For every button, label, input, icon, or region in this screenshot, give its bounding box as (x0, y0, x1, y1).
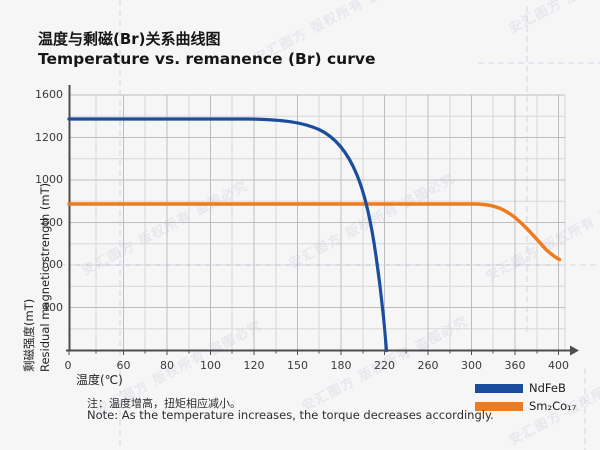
x-tick-label: 100 (200, 359, 221, 372)
legend-swatch-sm2co17 (475, 401, 523, 411)
x-tick-label: 180 (330, 359, 352, 372)
legend: NdFeB Sm₂Co₁₇ (475, 381, 576, 413)
legend-swatch-ndfeb (475, 383, 523, 393)
x-axis-ticks (68, 350, 559, 355)
x-tick-label: 150 (287, 359, 308, 372)
x-tick-label: 60 (116, 359, 131, 372)
x-tick-label: 360 (504, 359, 526, 372)
x-tick-label: 220 (374, 359, 395, 372)
y-axis-title-zh: 剩磁强度(mT) (22, 298, 36, 372)
x-tick-label: 120 (243, 359, 265, 372)
note-en: Note: As the temperature increases, the … (87, 408, 494, 422)
page-title-zh: 温度与剩磁(Br)关系曲线图 (38, 30, 221, 48)
x-tick-label: 400 (548, 359, 569, 372)
sm2co17-curve (67, 202, 562, 262)
y-tick-label: 1600 (35, 88, 63, 101)
grid-major (69, 94, 565, 350)
ndfeb-curve (67, 117, 389, 353)
y-tick-label: 600 (42, 258, 63, 271)
legend-item-sm2co17: Sm₂Co₁₇ (475, 399, 576, 413)
page-title-en: Temperature vs. remanence (Br) curve (38, 50, 376, 68)
legend-label-ndfeb: NdFeB (529, 381, 566, 395)
guide-line (50, 0, 600, 450)
note-zh: 注：温度增高，扭矩相应减小。 (87, 397, 241, 410)
x-tick-label: 80 (160, 359, 174, 372)
x-tick-label: 260 (417, 359, 439, 372)
y-tick-label: 400 (42, 300, 63, 314)
legend-label-sm2co17: Sm₂Co₁₇ (529, 399, 577, 413)
x-tick-label: 300 (461, 359, 482, 372)
y-axis-title-en: Residual magnetic strength (mT) (38, 182, 52, 372)
x-axis-arrow-icon (570, 345, 579, 356)
y-tick-label: 1000 (35, 173, 63, 186)
legend-item-ndfeb: NdFeB (475, 381, 576, 395)
y-tick-label: 1200 (35, 130, 63, 144)
x-tick-label: 0 (64, 359, 72, 372)
x-axis-title: 温度(℃) (76, 373, 123, 387)
y-tick-label: 800 (42, 215, 63, 229)
